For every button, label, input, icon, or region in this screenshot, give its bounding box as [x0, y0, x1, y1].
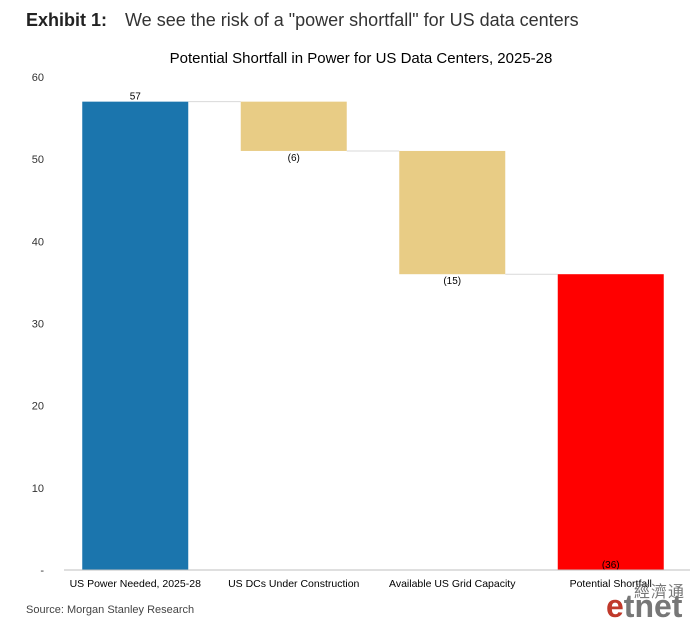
- source-note: Source: Morgan Stanley Research: [26, 604, 195, 616]
- bar: [557, 274, 664, 570]
- y-tick-label: -: [40, 565, 44, 577]
- y-tick-label: 60: [32, 72, 44, 84]
- exhibit-label: Exhibit 1:: [26, 10, 108, 30]
- waterfall-chart: - 10 20 30 40 50 60 57 (6) (15) (36) US Power Neede…: [32, 72, 690, 590]
- data-label: (36): [602, 560, 620, 571]
- x-tick-label: Potential Shortfall: [570, 578, 652, 590]
- watermark-brand-rest: tnet: [623, 588, 683, 624]
- exhibit-header: Exhibit 1: We see the risk of a "power sh…: [26, 10, 579, 31]
- bar: [399, 150, 506, 275]
- y-tick-label: 20: [32, 401, 44, 413]
- x-tick-label: Available US Grid Capacity: [389, 578, 516, 590]
- watermark-brand-prefix: e: [606, 588, 624, 624]
- x-tick-label: US Power Needed, 2025-28: [70, 578, 201, 590]
- bar: [82, 101, 189, 571]
- data-label: (6): [288, 153, 300, 164]
- chart-title: Potential Shortfall in Power for US Data…: [169, 50, 553, 67]
- data-label: (15): [443, 276, 461, 287]
- y-tick-label: 30: [32, 319, 44, 331]
- bar: [240, 101, 347, 151]
- exhibit-text: We see the risk of a "power shortfall" f…: [125, 10, 579, 30]
- y-tick-label: 10: [32, 483, 44, 495]
- x-tick-label: US DCs Under Construction: [228, 578, 359, 590]
- watermark-brand: etnet: [606, 588, 682, 625]
- data-label: 57: [130, 92, 142, 103]
- y-tick-label: 50: [32, 154, 44, 166]
- y-tick-label: 40: [32, 236, 44, 248]
- watermark-chinese: 經濟通: [634, 584, 686, 601]
